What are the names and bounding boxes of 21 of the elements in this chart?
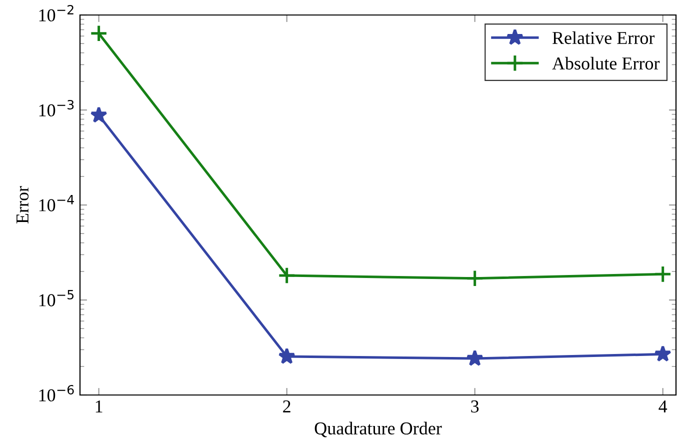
y-tick-label: 10$^{−4}$ bbox=[39, 195, 74, 212]
point bbox=[278, 266, 296, 284]
y-tick-label: 10$^{−2}$ bbox=[39, 4, 74, 22]
point bbox=[654, 265, 672, 284]
point bbox=[654, 345, 672, 362]
legend-label: Absolute Error bbox=[552, 56, 660, 70]
point bbox=[278, 348, 296, 364]
point bbox=[90, 24, 108, 42]
point bbox=[90, 106, 108, 123]
x-tick-label: 2 bbox=[283, 400, 290, 412]
y-axis-title: Error bbox=[16, 186, 29, 224]
y-tick-label: 10$^{−6}$ bbox=[39, 384, 74, 402]
x-tick-label: 3 bbox=[471, 400, 479, 413]
legend-label: Relative Error bbox=[552, 31, 655, 44]
x-axis-title: Quadrature Order bbox=[314, 422, 442, 438]
x-tick-label: 1 bbox=[96, 400, 102, 412]
y-tick-label: 10$^{−3}$ bbox=[39, 100, 74, 116]
point bbox=[466, 269, 484, 288]
point bbox=[466, 350, 484, 366]
y-tick-label: 10$^{−5}$ bbox=[39, 290, 74, 306]
x-tick-label: 4 bbox=[658, 400, 668, 412]
